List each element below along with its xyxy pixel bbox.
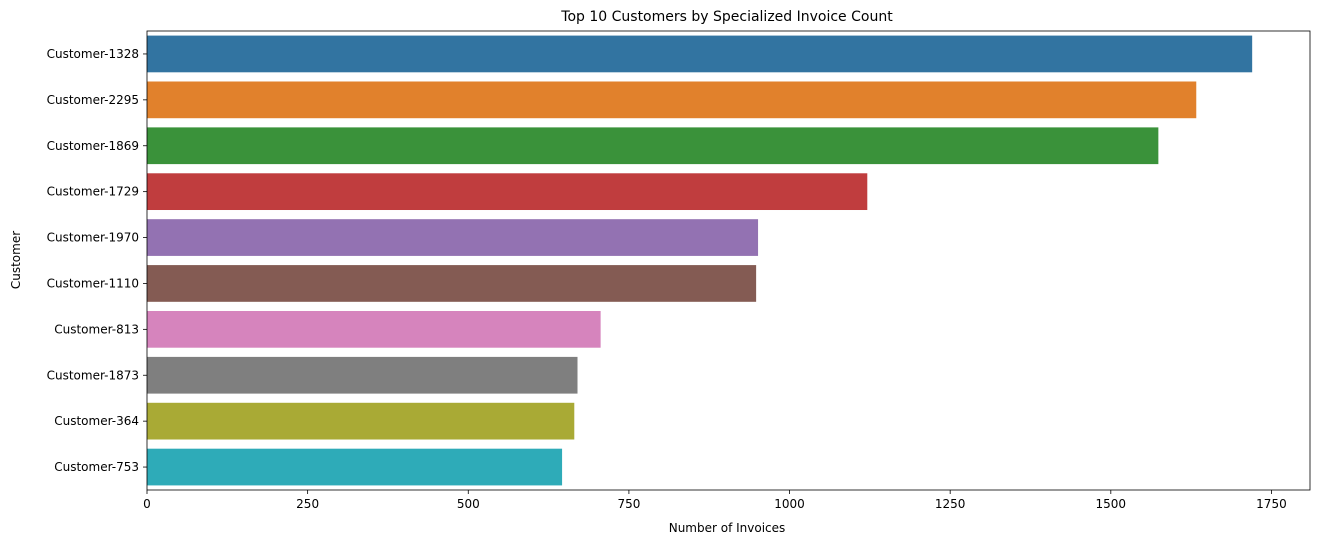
bar-customer-2295 [147,81,1197,119]
bar-customer-1729 [147,173,868,211]
x-tick-label: 1250 [935,497,966,511]
plot-frame [146,30,1311,491]
y-tick-label: Customer-1729 [47,185,139,199]
x-axis-label: Number of Invoices [669,521,786,535]
chart-title: Top 10 Customers by Specialized Invoice … [560,9,893,25]
bars-group [147,35,1253,486]
bar-customer-1328 [147,35,1253,73]
bar-customer-813 [147,310,601,348]
x-tick-label: 1500 [1096,497,1127,511]
y-tick-label: Customer-1328 [47,47,139,61]
x-tick-label: 500 [457,497,480,511]
bar-customer-1110 [147,265,757,302]
y-tick-label: Customer-1869 [47,139,139,153]
bar-customer-1970 [147,219,759,256]
y-tick-label: Customer-813 [54,322,139,336]
bar-customer-1869 [147,127,1159,165]
y-axis-label: Customer [9,231,23,289]
x-tick-label: 1000 [774,497,805,511]
x-tick-label: 1750 [1256,497,1287,511]
x-tick-label: 250 [296,497,319,511]
y-tick-label: Customer-1873 [47,368,139,382]
bar-customer-753 [147,448,563,486]
y-tick-label: Customer-2295 [47,93,139,107]
x-tick-label: 750 [617,497,640,511]
y-tick-label: Customer-1110 [47,276,139,290]
y-tick-label: Customer-364 [54,414,139,428]
x-axis: 0 250 500 750 1000 1250 1500 1750 [143,490,1287,511]
bar-customer-1873 [147,356,578,394]
x-tick-label: 0 [143,497,151,511]
bar-customer-364 [147,402,575,440]
y-tick-label: Customer-753 [54,460,139,474]
y-axis: Customer-1328 Customer-2295 Customer-1869 C… [47,47,147,474]
y-tick-label: Customer-1970 [47,231,139,245]
